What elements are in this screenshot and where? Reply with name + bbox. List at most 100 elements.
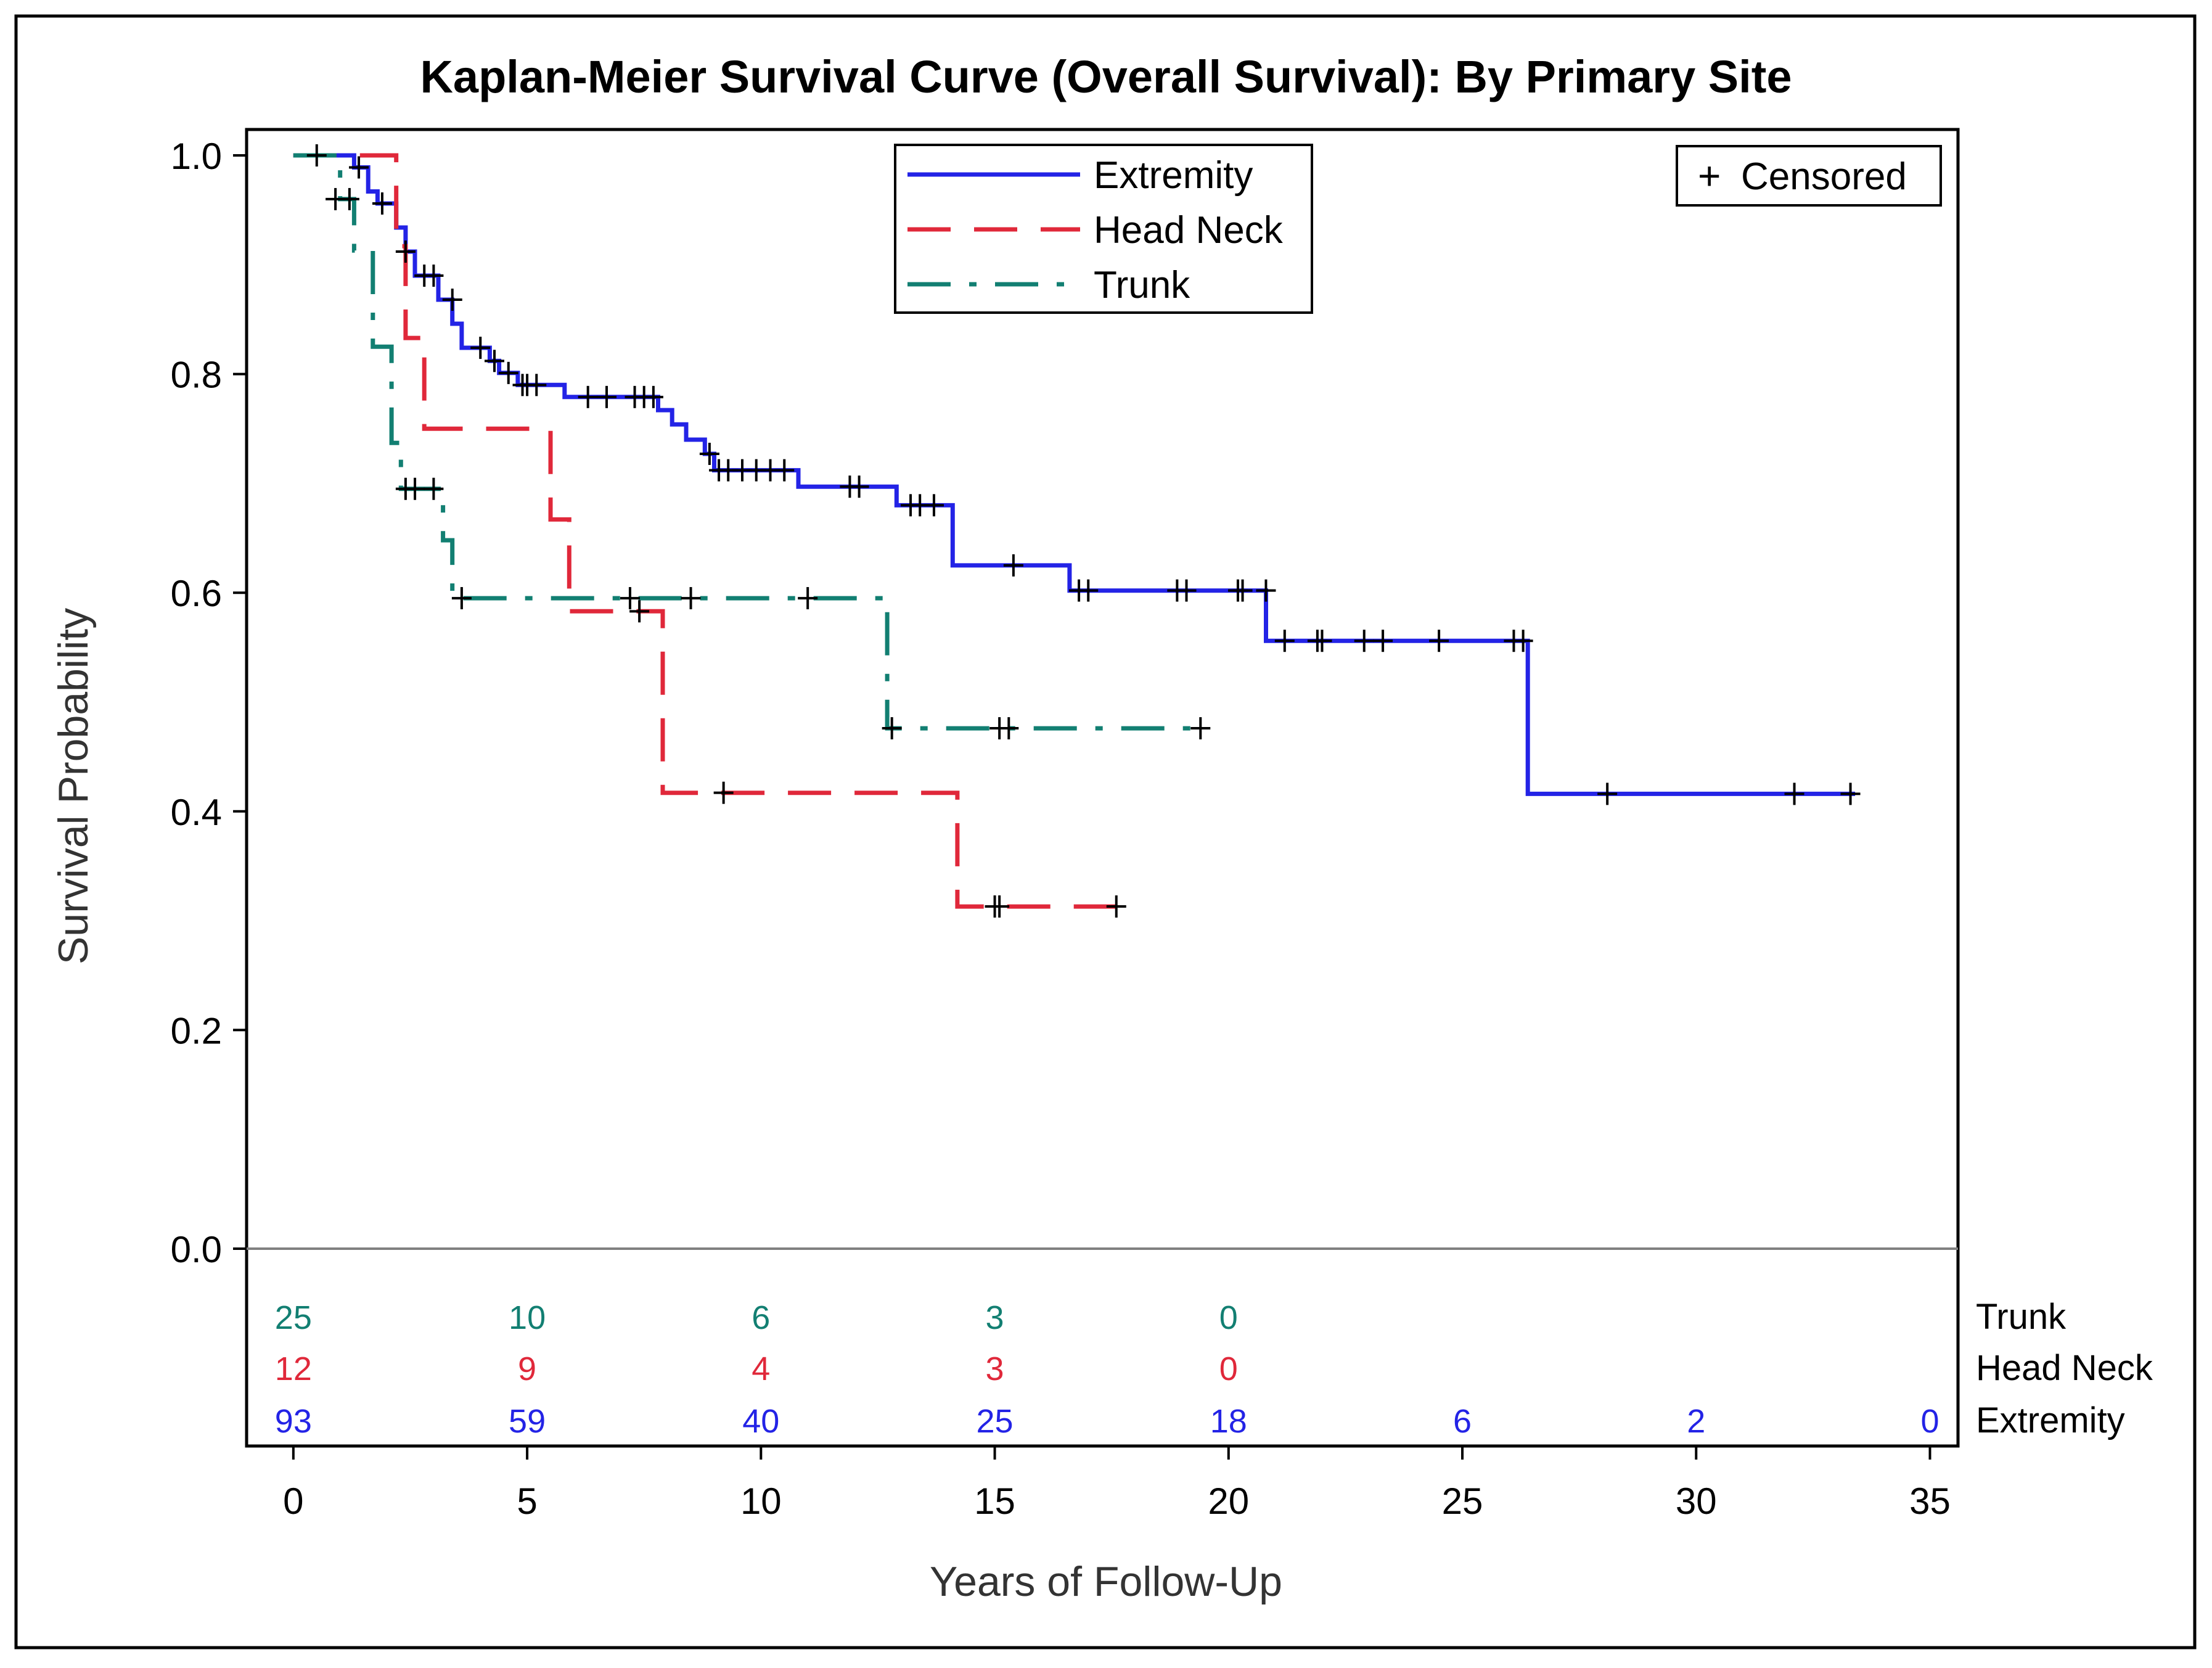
- censor-mark-extremity: [395, 240, 416, 263]
- censor-mark-trunk: [405, 477, 425, 500]
- censor-mark-extremity: [1176, 579, 1197, 602]
- risk-row-label-extremity: Extremity: [1976, 1400, 2125, 1440]
- risk-table: 25 10 6 3 0 Trunk 12 9 4 3 0 Head Neck 93 59 40 25 18 6 2 0…: [275, 1297, 2153, 1440]
- y-tick-label: 0.0: [171, 1229, 222, 1270]
- risk-count-extremity: 6: [1453, 1403, 1472, 1440]
- risk-count-extremity: 40: [742, 1403, 779, 1440]
- censor-mark-extremity: [526, 374, 547, 396]
- risk-count-trunk: 6: [752, 1299, 770, 1336]
- censor-mark-extremity: [578, 385, 598, 408]
- chart-title: Kaplan-Meier Survival Curve (Overall Sur…: [420, 51, 1792, 102]
- x-tick-label: 10: [740, 1481, 782, 1522]
- censor-mark-extremity: [484, 350, 504, 372]
- legend-label-trunk: Trunk: [1094, 264, 1190, 306]
- risk-row-label-head-neck: Head Neck: [1976, 1348, 2153, 1388]
- censor-mark-trunk: [882, 717, 902, 740]
- censor-mark-trunk: [999, 717, 1019, 740]
- censor-mark-extremity: [1274, 630, 1295, 652]
- censor-mark-extremity: [924, 494, 944, 517]
- censor-legend: + Censored: [1676, 145, 1942, 207]
- risk-count-head-neck: 0: [1219, 1350, 1238, 1387]
- censor-mark-extremity: [774, 459, 795, 482]
- risk-count-trunk: 3: [986, 1299, 1004, 1336]
- censor-mark-extremity: [1256, 579, 1276, 602]
- censor-mark-extremity: [1078, 579, 1099, 602]
- censor-mark-extremity: [372, 192, 392, 215]
- censor-mark-extremity: [442, 289, 462, 311]
- censor-legend-frame: [1676, 145, 1942, 207]
- x-tick-label: 5: [517, 1481, 537, 1522]
- censor-legend-label: Censored: [1741, 155, 1907, 198]
- x-tick-label: 30: [1676, 1481, 1717, 1522]
- x-tick-label: 35: [1909, 1481, 1951, 1522]
- censor-mark-trunk: [451, 587, 472, 610]
- legend-label-extremity: Extremity: [1094, 154, 1253, 197]
- risk-count-extremity: 18: [1210, 1403, 1247, 1440]
- censor-mark-extremity: [597, 385, 617, 408]
- risk-count-extremity: 25: [977, 1403, 1014, 1440]
- censor-mark-head-neck: [713, 781, 734, 804]
- plot-frame: [245, 128, 1960, 1448]
- legend-item-extremity[interactable]: Extremity: [907, 154, 1253, 197]
- censor-mark-trunk: [681, 587, 701, 610]
- risk-count-head-neck: 9: [518, 1350, 536, 1387]
- x-tick-label: 20: [1208, 1481, 1249, 1522]
- risk-count-trunk: 0: [1219, 1299, 1238, 1336]
- series-line-head-neck: [293, 153, 1116, 909]
- x-axis-label: Years of Follow-Up: [930, 1558, 1282, 1605]
- censor-legend-symbol: +: [1698, 154, 1721, 198]
- censor-mark-extremity: [349, 156, 369, 179]
- y-tick-label: 0.8: [171, 355, 222, 396]
- risk-count-trunk: 25: [275, 1299, 312, 1336]
- censor-mark-extremity: [1597, 783, 1618, 805]
- series-layer: [293, 144, 1861, 918]
- censor-mark-extremity: [699, 443, 719, 466]
- risk-count-head-neck: 12: [275, 1350, 312, 1387]
- x-tick-label: 0: [283, 1481, 303, 1522]
- risk-count-trunk: 10: [509, 1299, 546, 1336]
- risk-count-head-neck: 3: [986, 1350, 1004, 1387]
- risk-count-extremity: 59: [509, 1403, 546, 1440]
- censor-mark-extremity: [849, 475, 869, 498]
- risk-row-label-trunk: Trunk: [1976, 1297, 2067, 1337]
- y-tick-label: 0.6: [171, 573, 222, 614]
- censor-mark-extremity: [498, 361, 518, 384]
- censor-mark-extremity: [1373, 630, 1393, 652]
- censor-mark-trunk: [424, 477, 444, 500]
- censor-mark-head-neck: [629, 600, 650, 623]
- y-axis-label: Survival Probability: [50, 608, 97, 964]
- x-tick-label: 25: [1442, 1481, 1483, 1522]
- legend-label-head-neck: Head Neck: [1094, 209, 1284, 252]
- censor-mark-trunk: [798, 587, 818, 610]
- legend-item-trunk[interactable]: Trunk: [907, 264, 1190, 306]
- censor-mark-head-neck: [989, 895, 1010, 918]
- censor-mark-extremity: [643, 385, 663, 408]
- y-tick-label: 1.0: [171, 136, 222, 177]
- risk-count-head-neck: 4: [752, 1350, 770, 1387]
- censor-mark-extremity: [1513, 630, 1533, 652]
- censor-mark-extremity: [1840, 783, 1861, 805]
- censor-mark-extremity: [470, 337, 491, 359]
- censor-mark-extremity: [1232, 579, 1253, 602]
- legend[interactable]: Extremity Head Neck Trunk: [894, 144, 1313, 314]
- censor-mark-trunk: [1190, 717, 1211, 740]
- censor-mark-extremity: [1784, 783, 1804, 805]
- censor-mark-extremity: [1312, 630, 1332, 652]
- censor-mark-extremity: [424, 265, 444, 287]
- x-tick-label: 15: [974, 1481, 1015, 1522]
- y-tick-label: 0.4: [171, 792, 222, 833]
- legend-item-head-neck[interactable]: Head Neck: [907, 209, 1284, 252]
- censor-mark-extremity: [1354, 630, 1374, 652]
- risk-count-extremity: 2: [1687, 1403, 1705, 1440]
- axis-layer: 0.00.20.40.60.81.00 5 10 15 20 25 30 35: [171, 136, 1958, 1522]
- risk-count-extremity: 93: [275, 1403, 312, 1440]
- censor-mark-extremity: [1429, 630, 1449, 652]
- y-tick-label: 0.2: [171, 1010, 222, 1051]
- censor-mark-extremity: [306, 144, 327, 166]
- censor-mark-head-neck: [1106, 895, 1126, 918]
- censor-mark-trunk: [339, 187, 359, 210]
- censor-mark-trunk: [620, 587, 640, 610]
- risk-count-extremity: 0: [1920, 1403, 1939, 1440]
